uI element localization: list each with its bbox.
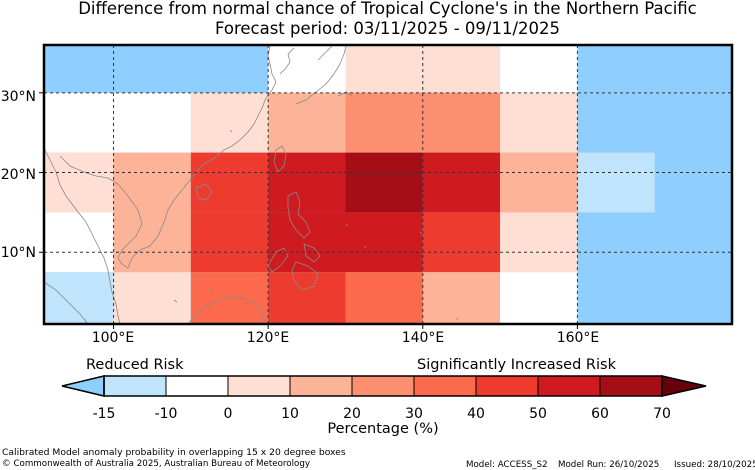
footer-model: Model: ACCESS_S2 bbox=[466, 460, 548, 470]
colorbar-tick-label: 60 bbox=[591, 406, 609, 422]
map-frame bbox=[42, 43, 734, 326]
risk-cell bbox=[268, 45, 346, 93]
coastline-philippines bbox=[267, 191, 321, 291]
lon-tick-160e: 160°E bbox=[556, 330, 600, 346]
coastline-hainan bbox=[195, 183, 213, 201]
risk-cell bbox=[44, 272, 114, 324]
coastlines bbox=[43, 45, 459, 325]
colorbar-bins bbox=[103, 375, 663, 397]
risk-cell bbox=[190, 272, 269, 324]
reduced-risk-label: Reduced Risk bbox=[86, 357, 184, 373]
risk-cell bbox=[577, 152, 655, 213]
risk-cell bbox=[268, 152, 346, 213]
colorbar-tick-label: -15 bbox=[92, 406, 116, 422]
colorbar-bin bbox=[103, 375, 167, 397]
risk-cells bbox=[44, 45, 732, 324]
risk-cell bbox=[500, 152, 578, 213]
coastline-mainland-asia bbox=[43, 45, 277, 325]
lat-tick-20n: 20°N bbox=[0, 167, 36, 183]
risk-cell bbox=[113, 152, 191, 213]
colorbar-bin bbox=[289, 375, 353, 397]
risk-cell bbox=[500, 272, 578, 324]
lon-tick-120e: 120°E bbox=[246, 330, 290, 346]
lat-tick-10n: 10°N bbox=[0, 245, 36, 261]
risk-cell bbox=[422, 152, 501, 213]
colorbar-tick-label: 10 bbox=[281, 406, 299, 422]
risk-cell bbox=[190, 152, 269, 213]
footer-copyright: © Commonwealth of Australia 2025, Austra… bbox=[2, 459, 310, 469]
colorbar-tick-label: -10 bbox=[154, 406, 178, 422]
coastline-sumatra bbox=[43, 281, 89, 325]
risk-cell bbox=[113, 212, 191, 273]
coastline-japan bbox=[279, 45, 353, 105]
map-title: Difference from normal chance of Tropica… bbox=[78, 0, 697, 18]
risk-cell bbox=[500, 92, 578, 153]
risk-cell bbox=[268, 212, 423, 273]
colorbar-bin bbox=[413, 375, 477, 397]
colorbar-bin bbox=[599, 375, 663, 397]
footer-note: Calibrated Model anomaly probability in … bbox=[2, 447, 346, 458]
colorbar-tick-label: 50 bbox=[529, 406, 547, 422]
colorbar-over-arrow bbox=[661, 375, 707, 397]
risk-cell bbox=[113, 272, 191, 324]
colorbar-tick-label: 30 bbox=[405, 406, 423, 422]
risk-cell bbox=[422, 212, 501, 273]
risk-cell bbox=[44, 45, 191, 93]
colorbar-bin bbox=[227, 375, 291, 397]
risk-cell bbox=[190, 92, 269, 153]
increased-risk-label: Significantly Increased Risk bbox=[417, 357, 616, 373]
risk-cell bbox=[44, 92, 191, 153]
risk-cell bbox=[190, 212, 269, 273]
colorbar-tick-label: 40 bbox=[467, 406, 485, 422]
risk-cell bbox=[345, 272, 423, 324]
forecast-period: Forecast period: 03/11/2025 - 09/11/2025 bbox=[214, 19, 561, 38]
risk-cell bbox=[190, 45, 269, 93]
risk-cell bbox=[268, 92, 346, 153]
footer-issued: Issued: 28/10/2025 bbox=[674, 460, 755, 470]
risk-cell bbox=[44, 212, 114, 273]
lon-tick-140e: 140°E bbox=[401, 330, 445, 346]
colorbar-under-arrow bbox=[61, 375, 105, 397]
risk-cell bbox=[500, 45, 578, 93]
colorbar-tick-label: 20 bbox=[343, 406, 361, 422]
coastline-islands bbox=[173, 129, 459, 321]
coastline-borneo bbox=[187, 295, 267, 325]
risk-cell bbox=[268, 272, 346, 324]
risk-cell bbox=[422, 272, 501, 324]
colorbar-bin bbox=[475, 375, 539, 397]
colorbar-bin bbox=[165, 375, 229, 397]
colorbar-bin bbox=[537, 375, 601, 397]
colorbar-label: Percentage (%) bbox=[327, 421, 439, 437]
risk-cell bbox=[345, 152, 423, 213]
colorbar-frame bbox=[103, 375, 663, 397]
footer-model-run: Model Run: 26/10/2025 bbox=[558, 460, 660, 470]
lat-tick-30n: 30°N bbox=[0, 89, 36, 105]
gridlines bbox=[44, 45, 732, 324]
lon-tick-100e: 100°E bbox=[91, 330, 135, 346]
colorbar-tick-label: 70 bbox=[653, 406, 671, 422]
risk-cell bbox=[500, 212, 578, 273]
colorbar-tick-label: 0 bbox=[223, 406, 233, 422]
risk-cell bbox=[44, 152, 114, 213]
colorbar-bin bbox=[351, 375, 415, 397]
coastline-taiwan bbox=[273, 145, 287, 173]
